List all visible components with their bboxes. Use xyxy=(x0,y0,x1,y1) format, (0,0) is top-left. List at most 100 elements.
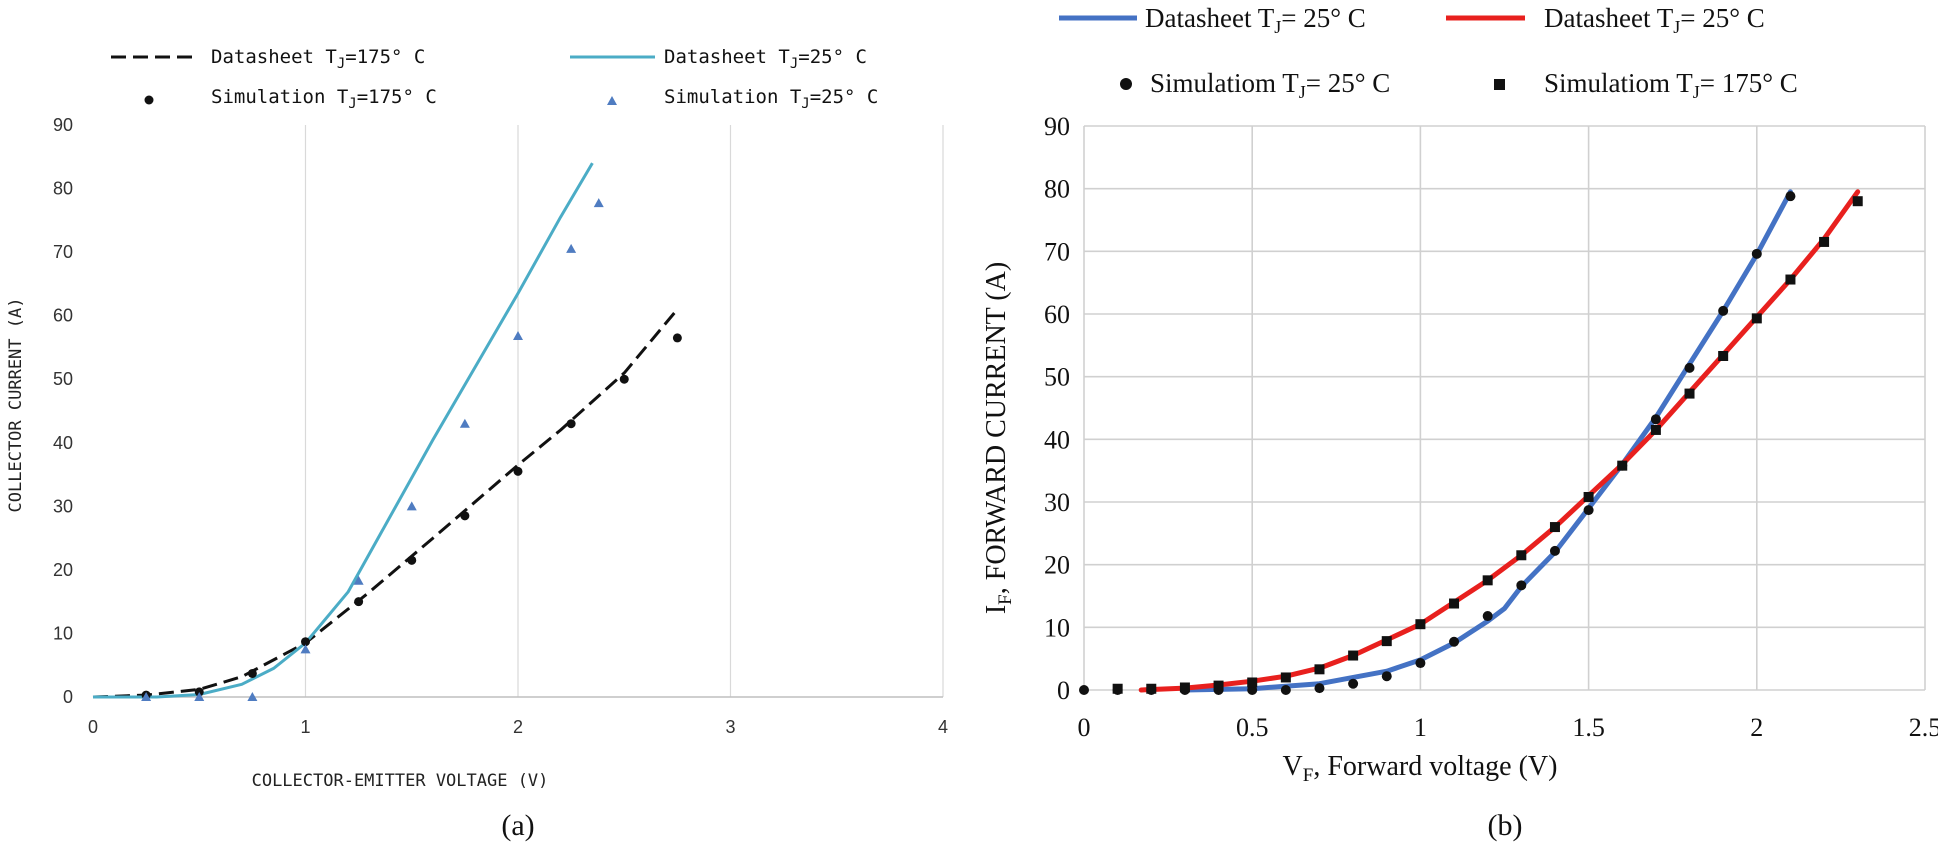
legend-b: Datasheet TJ= 25° C Datasheet TJ= 25° C … xyxy=(1059,3,1798,102)
x-tick-label-b: 2.5 xyxy=(1909,713,1938,742)
legend-label-datasheet-25: Datasheet TJ=25° C xyxy=(664,46,867,72)
y-axis-label-a: COLLECTOR CURRENT (A) xyxy=(6,298,26,513)
y-tick-label-b: 60 xyxy=(1044,300,1070,329)
x-tick-label-a: 2 xyxy=(513,717,523,737)
data-point-b-3 xyxy=(1785,274,1796,285)
data-point-b-3 xyxy=(1819,236,1830,247)
data-point-b-2 xyxy=(1751,248,1762,259)
legend-marker-simulation-175 xyxy=(1494,79,1505,90)
legend-label-simulation-25: Simulation TJ=25° C xyxy=(664,86,878,112)
legend-a: Datasheet TJ=175° C Datasheet TJ=25° C S… xyxy=(111,46,878,112)
data-point-a-2 xyxy=(566,419,576,429)
legend-label-simulation-25: Simulatiom TJ= 25° C xyxy=(1150,68,1390,102)
data-point-a-2 xyxy=(301,637,310,647)
data-point-b-3 xyxy=(1583,491,1594,502)
data-point-b-2 xyxy=(1583,505,1594,516)
x-tick-label-a: 0 xyxy=(88,717,98,737)
data-point-b-3 xyxy=(1314,664,1325,675)
y-tick-label-a: 20 xyxy=(53,560,73,580)
series-b xyxy=(1079,189,1863,695)
data-point-b-2 xyxy=(1381,671,1392,682)
series-line-a-0 xyxy=(92,308,679,699)
x-tick-label-b: 1.5 xyxy=(1572,713,1605,742)
x-tick-label-b: 0.5 xyxy=(1236,713,1269,742)
data-point-b-3 xyxy=(1751,313,1762,324)
data-point-b-2 xyxy=(1482,611,1493,622)
y-axis-label-b: IF, FORWARD CURRENT (A) xyxy=(981,262,1016,614)
y-tick-label-a: 0 xyxy=(63,687,73,707)
data-point-b-3 xyxy=(1348,650,1359,661)
data-point-b-3 xyxy=(1280,672,1291,683)
x-tick-label-b: 0 xyxy=(1078,713,1091,742)
y-tick-label-b: 80 xyxy=(1044,175,1070,204)
data-point-b-2 xyxy=(1247,685,1258,695)
y-tick-label-a: 50 xyxy=(53,369,73,389)
data-point-a-2 xyxy=(460,511,470,521)
y-tick-label-b: 90 xyxy=(1044,112,1070,141)
data-point-a-2 xyxy=(354,597,364,607)
data-point-a-2 xyxy=(672,333,682,343)
y-tick-label-b: 50 xyxy=(1044,363,1070,392)
y-tick-label-a: 70 xyxy=(53,242,73,262)
data-point-b-3 xyxy=(1381,636,1392,647)
data-point-a-3 xyxy=(194,692,205,701)
data-point-b-2 xyxy=(1549,545,1560,556)
legend-label-datasheet-25-blue: Datasheet TJ= 25° C xyxy=(1145,3,1366,37)
y-tick-label-a: 30 xyxy=(53,496,73,516)
series-line-b-1 xyxy=(1138,189,1861,693)
data-point-b-3 xyxy=(1112,683,1123,694)
data-point-b-3 xyxy=(1549,522,1560,533)
data-point-b-2 xyxy=(1449,636,1460,647)
y-tick-label-b: 0 xyxy=(1057,676,1070,705)
data-point-b-2 xyxy=(1718,305,1729,316)
data-point-b-3 xyxy=(1179,682,1190,693)
legend-marker-simulation-175 xyxy=(144,95,154,105)
data-point-b-2 xyxy=(1650,414,1661,425)
data-point-b-3 xyxy=(1852,196,1863,207)
data-point-b-3 xyxy=(1482,575,1493,586)
y-tick-label-a: 10 xyxy=(53,623,73,643)
data-point-a-3 xyxy=(300,644,311,654)
legend-label-simulation-175: Simulatiom TJ= 175° C xyxy=(1544,68,1798,102)
y-tick-label-a: 80 xyxy=(53,179,73,199)
data-point-b-2 xyxy=(1314,683,1325,694)
data-point-b-3 xyxy=(1449,598,1460,609)
y-tick-label-b: 30 xyxy=(1044,488,1070,517)
panel-a: Datasheet TJ=175° C Datasheet TJ=25° C S… xyxy=(6,46,948,842)
y-tick-label-a: 40 xyxy=(53,433,73,453)
x-tick-label-b: 1 xyxy=(1414,713,1427,742)
grid-a xyxy=(304,125,944,697)
data-point-a-2 xyxy=(513,466,523,476)
data-point-b-3 xyxy=(1146,683,1157,694)
panel-b: Datasheet TJ= 25° C Datasheet TJ= 25° C … xyxy=(981,3,1938,842)
y-tick-label-a: 90 xyxy=(53,115,73,135)
data-point-a-2 xyxy=(247,668,257,678)
grid-b xyxy=(1083,125,1926,691)
legend-label-simulation-175: Simulation TJ=175° C xyxy=(211,86,437,112)
data-point-b-3 xyxy=(1415,619,1426,630)
y-tick-label-b: 20 xyxy=(1044,551,1070,580)
legend-marker-simulation-25 xyxy=(1120,78,1132,90)
data-point-a-3 xyxy=(247,692,258,701)
data-point-b-3 xyxy=(1516,550,1527,561)
data-point-b-3 xyxy=(1617,460,1628,471)
data-point-b-2 xyxy=(1280,685,1291,695)
data-point-b-3 xyxy=(1247,677,1258,688)
series-a xyxy=(92,162,682,701)
data-point-b-3 xyxy=(1213,680,1224,691)
x-tick-label-a: 1 xyxy=(300,717,310,737)
ticks-b: 0 0.5 1 1.5 2 2.5 0 10 20 30 40 50 60 70 80 90 xyxy=(1044,112,1938,742)
data-point-b-2 xyxy=(1348,678,1359,689)
y-tick-label-b: 40 xyxy=(1044,425,1070,454)
data-point-b-2 xyxy=(1079,685,1089,695)
data-point-a-3 xyxy=(513,331,523,341)
data-point-a-3 xyxy=(406,501,417,511)
data-point-a-3 xyxy=(459,418,470,428)
data-point-b-3 xyxy=(1650,424,1661,435)
x-tick-label-a: 4 xyxy=(938,717,948,737)
data-point-b-2 xyxy=(1785,191,1796,202)
y-tick-label-b: 10 xyxy=(1044,613,1070,642)
data-point-a-2 xyxy=(407,555,417,565)
